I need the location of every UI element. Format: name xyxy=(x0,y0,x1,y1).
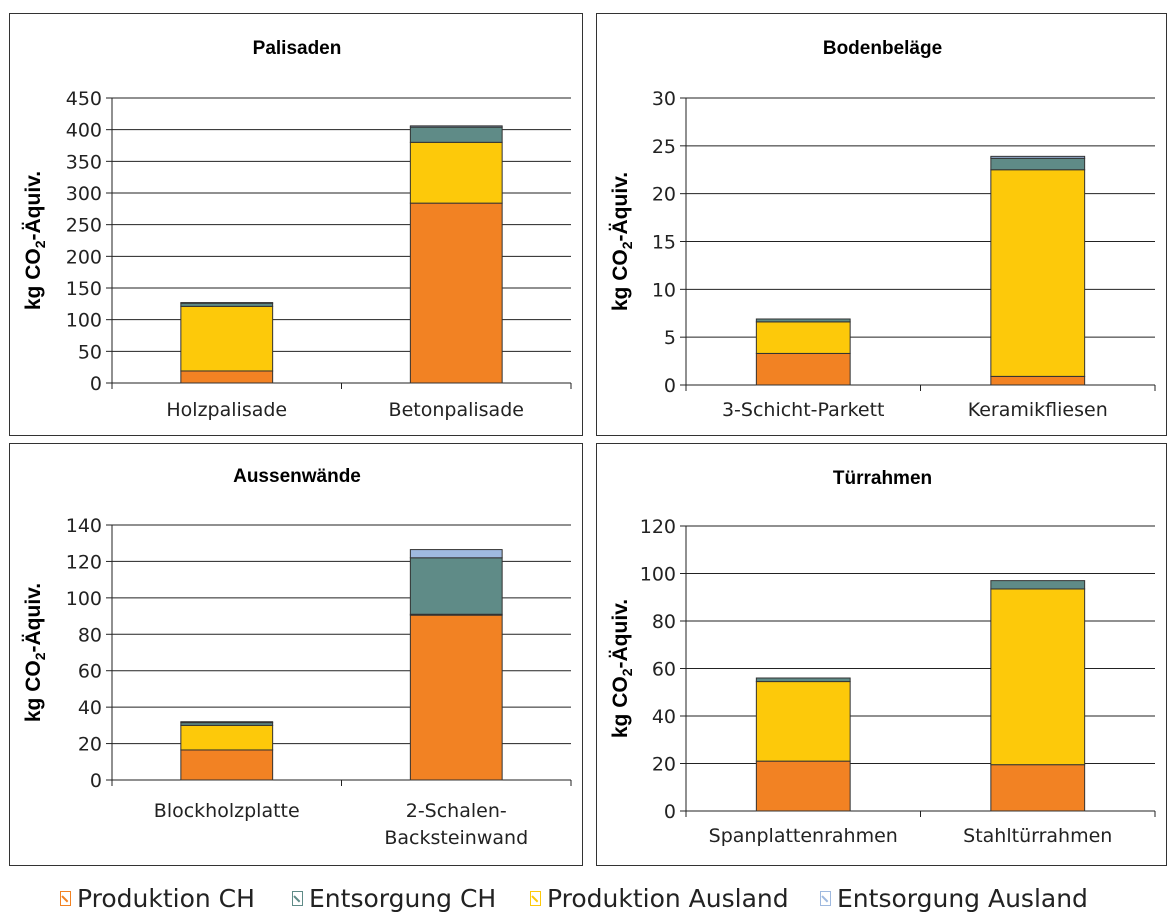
x-tick-label: Spanplattenrahmen xyxy=(709,825,898,847)
bar-segment xyxy=(180,724,274,751)
y-tick-label: 80 xyxy=(652,611,676,633)
y-tick-label: 20 xyxy=(652,754,676,776)
chart-svg: Türrahmen 0 20 40 60 80 100 120 kg CO2-Äquiv. Spa… xyxy=(609,468,1156,847)
legend-item-produktion-ausland: Produktion Ausland xyxy=(530,878,789,918)
y-tick-label: 40 xyxy=(78,697,102,719)
y-tick-label: 400 xyxy=(66,120,102,142)
legend-swatch-icon xyxy=(60,890,71,906)
legend-label: Produktion Ausland xyxy=(547,883,789,913)
y-tick-label: 60 xyxy=(652,659,676,681)
bar-segment xyxy=(409,549,503,559)
y-tick-label: 25 xyxy=(652,136,676,158)
chart-title: Aussenwände xyxy=(233,466,361,487)
chart-panel-aussenwaende: Aussenwände 0 20 40 60 80 100 120 140 kg CO2-Äqui… xyxy=(9,443,583,866)
chart-title: Palisaden xyxy=(253,38,342,59)
y-tick-label: 120 xyxy=(66,551,102,573)
chart-title: Türrahmen xyxy=(833,468,932,489)
y-tick-label: 100 xyxy=(66,310,102,332)
legend-label: Entsorgung Ausland xyxy=(837,883,1088,913)
bar-segment xyxy=(180,721,274,724)
legend-swatch-icon xyxy=(292,890,303,906)
bar-segment xyxy=(990,375,1086,386)
bar-segment xyxy=(180,749,274,781)
bar-segment xyxy=(409,125,503,128)
y-tick-label: 50 xyxy=(78,341,102,363)
y-axis-label: kg CO2-Äquiv. xyxy=(609,172,635,311)
y-tick-label: 0 xyxy=(664,375,676,397)
y-tick-label: 20 xyxy=(78,734,102,756)
bar-segment xyxy=(990,580,1086,590)
y-tick-label: 30 xyxy=(652,88,676,110)
bar-segment xyxy=(755,352,851,386)
bar-segment xyxy=(990,155,1086,159)
x-tick-label: 2-Schalen-Backsteinwand xyxy=(384,800,528,849)
y-tick-label: 10 xyxy=(652,279,676,301)
chart-panel-tuerrahmen: Türrahmen 0 20 40 60 80 100 120 kg CO2-Äquiv. Spa… xyxy=(596,443,1167,866)
chart-svg: Bodenbeläge 0 5 10 15 20 25 30 kg CO2-Äquiv. 3-Sc… xyxy=(609,38,1156,421)
y-tick-label: 100 xyxy=(640,564,676,586)
bar-segment xyxy=(990,764,1086,812)
bar-segment xyxy=(180,370,274,384)
legend-item-produktion-ch: Produktion CH xyxy=(60,878,255,918)
y-tick-label: 200 xyxy=(66,246,102,268)
chart-legend: Produktion CH Entsorgung CH Produktion A… xyxy=(0,878,1175,918)
y-tick-label: 140 xyxy=(66,515,102,537)
bar-segment xyxy=(755,318,851,323)
bar-segment xyxy=(180,302,274,304)
legend-label: Produktion CH xyxy=(77,883,255,913)
y-tick-label: 150 xyxy=(66,278,102,300)
chart-panel-bodenbelaege: Bodenbeläge 0 5 10 15 20 25 30 kg CO2-Äquiv. 3-Sc… xyxy=(596,13,1167,436)
bar-segment xyxy=(409,126,503,143)
legend-swatch-icon xyxy=(530,890,541,906)
legend-item-entsorgung-ausland: Entsorgung Ausland xyxy=(820,878,1088,918)
y-tick-label: 350 xyxy=(66,151,102,173)
x-tick-label: Keramikfliesen xyxy=(968,399,1108,421)
chart-title: Bodenbeläge xyxy=(823,38,942,59)
y-axis-label: kg CO2-Äquiv. xyxy=(22,171,48,310)
y-tick-label: 80 xyxy=(78,624,102,646)
y-tick-label: 0 xyxy=(90,770,102,792)
y-tick-label: 100 xyxy=(66,588,102,610)
bar-segment xyxy=(409,141,503,204)
y-tick-label: 0 xyxy=(664,801,676,823)
bar-segment xyxy=(755,760,851,812)
bar-segment xyxy=(180,305,274,372)
legend-label: Entsorgung CH xyxy=(309,883,497,913)
y-tick-label: 20 xyxy=(652,184,676,206)
chart-panel-palisaden: Palisaden 0 50 100 150 200 250 300 350 400 450 kg C… xyxy=(9,13,583,436)
y-tick-label: 60 xyxy=(78,661,102,683)
y-axis-label: kg CO2-Äquiv. xyxy=(22,583,48,722)
legend-swatch-icon xyxy=(820,890,831,906)
y-tick-label: 15 xyxy=(652,232,676,254)
bar-segment xyxy=(755,321,851,354)
bar-segment xyxy=(755,677,851,683)
x-tick-label: Stahltürrahmen xyxy=(963,825,1112,847)
bar-segment xyxy=(409,202,503,384)
y-tick-label: 0 xyxy=(90,373,102,395)
y-axis-label: kg CO2-Äquiv. xyxy=(609,599,635,738)
y-tick-label: 250 xyxy=(66,215,102,237)
bar-segment xyxy=(990,588,1086,766)
legend-item-entsorgung-ch: Entsorgung CH xyxy=(292,878,496,918)
x-tick-label: Holzpalisade xyxy=(166,399,287,421)
bar-segment xyxy=(990,169,1086,377)
x-tick-label: Betonpalisade xyxy=(389,399,524,421)
chart-svg: Aussenwände 0 20 40 60 80 100 120 140 kg CO2-Äqui… xyxy=(22,466,572,849)
y-tick-label: 5 xyxy=(664,327,676,349)
bar-segment xyxy=(409,557,503,615)
x-tick-label: Blockholzplatte xyxy=(154,800,300,822)
y-tick-label: 300 xyxy=(66,183,102,205)
chart-svg: Palisaden 0 50 100 150 200 250 300 350 400 450 kg C… xyxy=(22,38,572,421)
bar-segment xyxy=(990,157,1086,171)
y-tick-label: 450 xyxy=(66,88,102,110)
x-tick-label: 3-Schicht-Parkett xyxy=(722,399,885,421)
y-tick-label: 40 xyxy=(652,706,676,728)
y-tick-label: 120 xyxy=(640,516,676,538)
bar-segment xyxy=(755,681,851,762)
bar-segment xyxy=(409,614,503,781)
